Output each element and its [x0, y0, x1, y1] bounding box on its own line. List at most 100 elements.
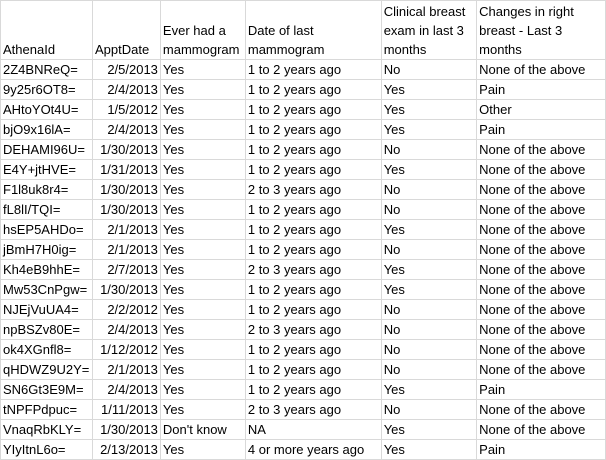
clinical-breast-exam-cell[interactable]: Yes	[380, 259, 478, 280]
athenaid-cell[interactable]: NJEjVuUA4=	[0, 299, 93, 320]
header-cell-date-of-last-mammogram[interactable]: Date of last mammogram	[244, 0, 382, 60]
ever-had-mammogram-cell[interactable]: Yes	[159, 239, 246, 260]
date-of-last-mammogram-cell[interactable]: 1 to 2 years ago	[244, 379, 382, 400]
athenaid-cell[interactable]: Mw53CnPgw=	[0, 279, 93, 300]
changes-right-breast-cell[interactable]: None of the above	[476, 199, 606, 220]
ever-had-mammogram-cell[interactable]: Yes	[159, 339, 246, 360]
header-cell-ever-had-mammogram[interactable]: Ever had a mammogram	[159, 0, 246, 60]
date-of-last-mammogram-cell[interactable]: NA	[244, 419, 382, 440]
apptdate-cell[interactable]: 2/2/2012	[91, 299, 161, 320]
clinical-breast-exam-cell[interactable]: Yes	[380, 379, 478, 400]
changes-right-breast-cell[interactable]: None of the above	[476, 139, 606, 160]
clinical-breast-exam-cell[interactable]: No	[380, 239, 478, 260]
header-cell-apptdate[interactable]: ApptDate	[91, 0, 161, 60]
date-of-last-mammogram-cell[interactable]: 1 to 2 years ago	[244, 359, 382, 380]
apptdate-cell[interactable]: 2/4/2013	[91, 119, 161, 140]
changes-right-breast-cell[interactable]: None of the above	[476, 279, 606, 300]
date-of-last-mammogram-cell[interactable]: 2 to 3 years ago	[244, 399, 382, 420]
changes-right-breast-cell[interactable]: None of the above	[476, 179, 606, 200]
apptdate-cell[interactable]: 2/7/2013	[91, 259, 161, 280]
ever-had-mammogram-cell[interactable]: Yes	[159, 159, 246, 180]
ever-had-mammogram-cell[interactable]: Yes	[159, 299, 246, 320]
changes-right-breast-cell[interactable]: None of the above	[476, 339, 606, 360]
apptdate-cell[interactable]: 2/4/2013	[91, 379, 161, 400]
ever-had-mammogram-cell[interactable]: Yes	[159, 399, 246, 420]
apptdate-cell[interactable]: 1/11/2013	[91, 399, 161, 420]
athenaid-cell[interactable]: DEHAMI96U=	[0, 139, 93, 160]
athenaid-cell[interactable]: F1l8uk8r4=	[0, 179, 93, 200]
ever-had-mammogram-cell[interactable]: Yes	[159, 259, 246, 280]
ever-had-mammogram-cell[interactable]: Yes	[159, 59, 246, 80]
clinical-breast-exam-cell[interactable]: No	[380, 359, 478, 380]
ever-had-mammogram-cell[interactable]: Yes	[159, 319, 246, 340]
apptdate-cell[interactable]: 2/5/2013	[91, 59, 161, 80]
athenaid-cell[interactable]: 2Z4BNReQ=	[0, 59, 93, 80]
clinical-breast-exam-cell[interactable]: No	[380, 199, 478, 220]
athenaid-cell[interactable]: YIyItnL6o=	[0, 439, 93, 460]
ever-had-mammogram-cell[interactable]: Yes	[159, 79, 246, 100]
clinical-breast-exam-cell[interactable]: No	[380, 319, 478, 340]
athenaid-cell[interactable]: npBSZv80E=	[0, 319, 93, 340]
date-of-last-mammogram-cell[interactable]: 1 to 2 years ago	[244, 239, 382, 260]
athenaid-cell[interactable]: 9y25r6OT8=	[0, 79, 93, 100]
date-of-last-mammogram-cell[interactable]: 1 to 2 years ago	[244, 79, 382, 100]
athenaid-cell[interactable]: E4Y+jtHVE=	[0, 159, 93, 180]
clinical-breast-exam-cell[interactable]: Yes	[380, 419, 478, 440]
apptdate-cell[interactable]: 1/30/2013	[91, 279, 161, 300]
clinical-breast-exam-cell[interactable]: No	[380, 59, 478, 80]
date-of-last-mammogram-cell[interactable]: 1 to 2 years ago	[244, 299, 382, 320]
changes-right-breast-cell[interactable]: Other	[476, 99, 606, 120]
athenaid-cell[interactable]: jBmH7H0ig=	[0, 239, 93, 260]
date-of-last-mammogram-cell[interactable]: 1 to 2 years ago	[244, 339, 382, 360]
athenaid-cell[interactable]: Kh4eB9hhE=	[0, 259, 93, 280]
changes-right-breast-cell[interactable]: None of the above	[476, 59, 606, 80]
athenaid-cell[interactable]: tNPFPdpuc=	[0, 399, 93, 420]
ever-had-mammogram-cell[interactable]: Don't know	[159, 419, 246, 440]
changes-right-breast-cell[interactable]: Pain	[476, 119, 606, 140]
changes-right-breast-cell[interactable]: None of the above	[476, 159, 606, 180]
date-of-last-mammogram-cell[interactable]: 2 to 3 years ago	[244, 179, 382, 200]
ever-had-mammogram-cell[interactable]: Yes	[159, 199, 246, 220]
clinical-breast-exam-cell[interactable]: Yes	[380, 279, 478, 300]
clinical-breast-exam-cell[interactable]: Yes	[380, 119, 478, 140]
ever-had-mammogram-cell[interactable]: Yes	[159, 439, 246, 460]
clinical-breast-exam-cell[interactable]: Yes	[380, 219, 478, 240]
apptdate-cell[interactable]: 2/1/2013	[91, 239, 161, 260]
clinical-breast-exam-cell[interactable]: Yes	[380, 159, 478, 180]
changes-right-breast-cell[interactable]: None of the above	[476, 239, 606, 260]
athenaid-cell[interactable]: ok4XGnfl8=	[0, 339, 93, 360]
changes-right-breast-cell[interactable]: None of the above	[476, 399, 606, 420]
clinical-breast-exam-cell[interactable]: Yes	[380, 79, 478, 100]
apptdate-cell[interactable]: 1/31/2013	[91, 159, 161, 180]
changes-right-breast-cell[interactable]: None of the above	[476, 419, 606, 440]
changes-right-breast-cell[interactable]: None of the above	[476, 299, 606, 320]
date-of-last-mammogram-cell[interactable]: 1 to 2 years ago	[244, 279, 382, 300]
apptdate-cell[interactable]: 1/5/2012	[91, 99, 161, 120]
changes-right-breast-cell[interactable]: None of the above	[476, 219, 606, 240]
date-of-last-mammogram-cell[interactable]: 1 to 2 years ago	[244, 219, 382, 240]
apptdate-cell[interactable]: 2/4/2013	[91, 319, 161, 340]
ever-had-mammogram-cell[interactable]: Yes	[159, 99, 246, 120]
apptdate-cell[interactable]: 1/30/2013	[91, 199, 161, 220]
ever-had-mammogram-cell[interactable]: Yes	[159, 379, 246, 400]
clinical-breast-exam-cell[interactable]: No	[380, 399, 478, 420]
apptdate-cell[interactable]: 1/30/2013	[91, 139, 161, 160]
date-of-last-mammogram-cell[interactable]: 1 to 2 years ago	[244, 139, 382, 160]
date-of-last-mammogram-cell[interactable]: 1 to 2 years ago	[244, 199, 382, 220]
apptdate-cell[interactable]: 1/30/2013	[91, 179, 161, 200]
apptdate-cell[interactable]: 1/30/2013	[91, 419, 161, 440]
date-of-last-mammogram-cell[interactable]: 4 or more years ago	[244, 439, 382, 460]
ever-had-mammogram-cell[interactable]: Yes	[159, 179, 246, 200]
apptdate-cell[interactable]: 1/12/2012	[91, 339, 161, 360]
changes-right-breast-cell[interactable]: Pain	[476, 79, 606, 100]
athenaid-cell[interactable]: fL8lI/TQI=	[0, 199, 93, 220]
athenaid-cell[interactable]: hsEP5AHDo=	[0, 219, 93, 240]
clinical-breast-exam-cell[interactable]: No	[380, 139, 478, 160]
athenaid-cell[interactable]: qHDWZ9U2Y=	[0, 359, 93, 380]
clinical-breast-exam-cell[interactable]: Yes	[380, 439, 478, 460]
changes-right-breast-cell[interactable]: None of the above	[476, 319, 606, 340]
apptdate-cell[interactable]: 2/4/2013	[91, 79, 161, 100]
athenaid-cell[interactable]: SN6Gt3E9M=	[0, 379, 93, 400]
header-cell-changes-right-breast[interactable]: Changes in right breast - Last 3 months	[476, 0, 606, 60]
athenaid-cell[interactable]: VnaqRbKLY=	[0, 419, 93, 440]
